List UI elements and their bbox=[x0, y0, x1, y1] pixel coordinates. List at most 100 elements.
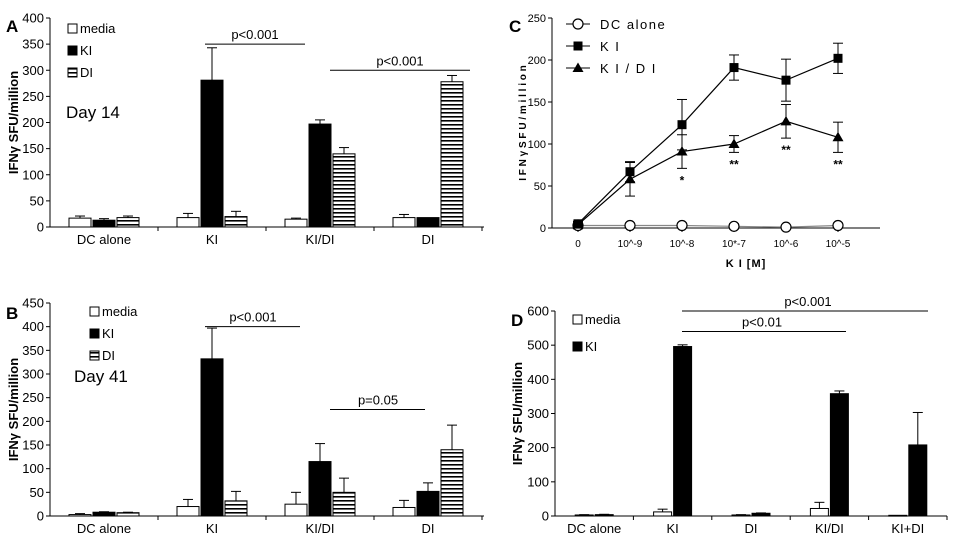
y-tick-label: 150 bbox=[22, 438, 44, 453]
point-dc-alone-5 bbox=[832, 219, 844, 232]
x-category-label-dc-alone: DC alone bbox=[567, 521, 621, 535]
legend-swatch-ki bbox=[67, 45, 78, 56]
y-axis-label: IFNγ SFU/million bbox=[510, 362, 525, 465]
bar-ki-ki bbox=[673, 346, 693, 517]
point-dc-alone-4 bbox=[780, 221, 792, 233]
bar-di-ki bbox=[224, 500, 248, 517]
x-tick-label: 10^-6 bbox=[774, 239, 799, 250]
bar-media-di bbox=[392, 506, 416, 517]
bar-ki-ki-di bbox=[829, 393, 849, 517]
series-line-k-i bbox=[577, 57, 839, 225]
y-tick-label: 350 bbox=[22, 37, 44, 52]
x-category-label-ki-di: KI/DI bbox=[306, 232, 335, 247]
significance-star: ** bbox=[729, 157, 739, 171]
legend-swatch-ki bbox=[89, 328, 100, 339]
legend-label-di: DI bbox=[102, 348, 115, 363]
y-axis-label: IFNγ SFU/million bbox=[6, 358, 21, 461]
bar-ki-ki-di bbox=[308, 461, 332, 517]
y-tick-label: 300 bbox=[22, 63, 44, 78]
y-tick-label: 400 bbox=[22, 319, 44, 334]
panel-b: B 0 50 100 150 200 250 300 350 400 450 IFNγ SFU/mil… bbox=[6, 296, 484, 535]
bar-ki-ki bbox=[200, 79, 224, 228]
bar-di-dc-alone bbox=[116, 512, 140, 517]
point-k-i-3 bbox=[729, 63, 739, 73]
y-axis-label: IFNγ SFU/million bbox=[6, 71, 21, 174]
y-tick-label: 450 bbox=[22, 296, 44, 311]
legend-label-k-i-d-i: K I / D I bbox=[600, 61, 657, 76]
x-category-label-di: DI bbox=[422, 521, 435, 535]
x-category-label-ki-di: KI/DI bbox=[815, 521, 844, 535]
legend-swatch-ki bbox=[572, 341, 583, 352]
legend-label-ki: KI bbox=[102, 326, 114, 341]
bar-ki-ki-di bbox=[308, 123, 332, 228]
legend-marker-k-i-d-i bbox=[572, 62, 584, 72]
y-tick-label: 250 bbox=[22, 89, 44, 104]
bar-ki-ki bbox=[200, 358, 224, 517]
panel-c: C 0 50 100 150 200 250 I F N γ S F U / m i l l … bbox=[509, 13, 880, 270]
bar-ki-ki-di bbox=[908, 444, 928, 517]
significance-label: p<0.001 bbox=[376, 53, 423, 68]
series-line-dc-alone bbox=[578, 224, 839, 228]
bar-di-ki-di bbox=[332, 491, 356, 517]
y-tick-label: 150 bbox=[22, 141, 44, 156]
bar-ki-dc-alone bbox=[92, 511, 116, 517]
legend-marker-dc-alone bbox=[572, 18, 584, 30]
x-category-label-dc-alone: DC alone bbox=[77, 521, 131, 535]
significance-star: * bbox=[680, 173, 685, 187]
significance-label: p<0.001 bbox=[784, 294, 831, 309]
y-tick-label: 150 bbox=[528, 97, 546, 109]
significance-label: p<0.001 bbox=[231, 27, 278, 42]
bar-ki-dc-alone bbox=[594, 514, 614, 517]
bar-media-ki bbox=[653, 511, 673, 517]
y-tick-label: 200 bbox=[22, 115, 44, 130]
legend-marker-k-i bbox=[573, 41, 583, 51]
y-tick-label: 350 bbox=[22, 343, 44, 358]
legend: media KI bbox=[572, 312, 621, 354]
bar-media-di bbox=[392, 217, 416, 228]
y-tick-label: 50 bbox=[534, 181, 546, 193]
y-tick-label: 300 bbox=[527, 406, 549, 421]
y-tick-label: 200 bbox=[22, 414, 44, 429]
legend: media KI DI bbox=[67, 21, 116, 80]
panel-label: C bbox=[509, 17, 521, 36]
point-dc-alone-3 bbox=[728, 220, 740, 232]
legend-label-ki: KI bbox=[585, 339, 597, 354]
y-tick-label: 0 bbox=[37, 509, 44, 524]
legend: DC alone K I K I / D I bbox=[566, 17, 666, 76]
legend-label-dc-alone: DC alone bbox=[600, 17, 666, 32]
point-k-i-d-i-2 bbox=[676, 146, 688, 156]
x-category-label-ki: KI bbox=[206, 232, 218, 247]
point-k-i-d-i-3 bbox=[728, 138, 740, 148]
x-category-label-ki-di: KI/DI bbox=[306, 521, 335, 535]
bar-ki-dc-alone bbox=[92, 219, 116, 228]
y-tick-label: 0 bbox=[542, 509, 549, 524]
y-tick-label: 300 bbox=[22, 367, 44, 382]
bar-di-ki-di bbox=[332, 153, 356, 228]
y-tick-label: 400 bbox=[22, 11, 44, 26]
point-dc-alone-2 bbox=[676, 219, 688, 232]
x-category-label-di: DI bbox=[745, 521, 758, 535]
y-tick-label: 250 bbox=[528, 13, 546, 25]
y-tick-label: 400 bbox=[527, 372, 549, 387]
significance-label: p<0.001 bbox=[229, 310, 276, 325]
panel-a: A 0 50 100 150 200 250 300 350 400 IFNγ SFU/millio… bbox=[6, 11, 484, 247]
x-category-label-dc-alone: DC alone bbox=[77, 232, 131, 247]
y-tick-label: 100 bbox=[22, 167, 44, 182]
significance-label: p<0.01 bbox=[742, 315, 782, 330]
y-tick-label: 100 bbox=[527, 474, 549, 489]
bar-media-ki-di bbox=[888, 514, 908, 517]
legend-swatch-media bbox=[89, 306, 100, 317]
x-category-label-ki-di: KI+DI bbox=[891, 521, 924, 535]
panel-label: B bbox=[6, 304, 18, 323]
legend-swatch-media bbox=[67, 23, 78, 34]
x-tick-label: 10^-8 bbox=[670, 239, 695, 250]
bar-ki-di bbox=[416, 490, 440, 517]
series-line-k-i-d-i bbox=[577, 120, 839, 226]
point-k-i-d-i-5 bbox=[832, 131, 844, 142]
bar-ki-di bbox=[416, 217, 440, 228]
bar-di-di bbox=[440, 81, 464, 228]
x-category-label-di: DI bbox=[422, 232, 435, 247]
bar-di-di bbox=[440, 449, 464, 517]
y-axis-label: I F N γ S F U / m i l l i o n bbox=[518, 65, 529, 181]
